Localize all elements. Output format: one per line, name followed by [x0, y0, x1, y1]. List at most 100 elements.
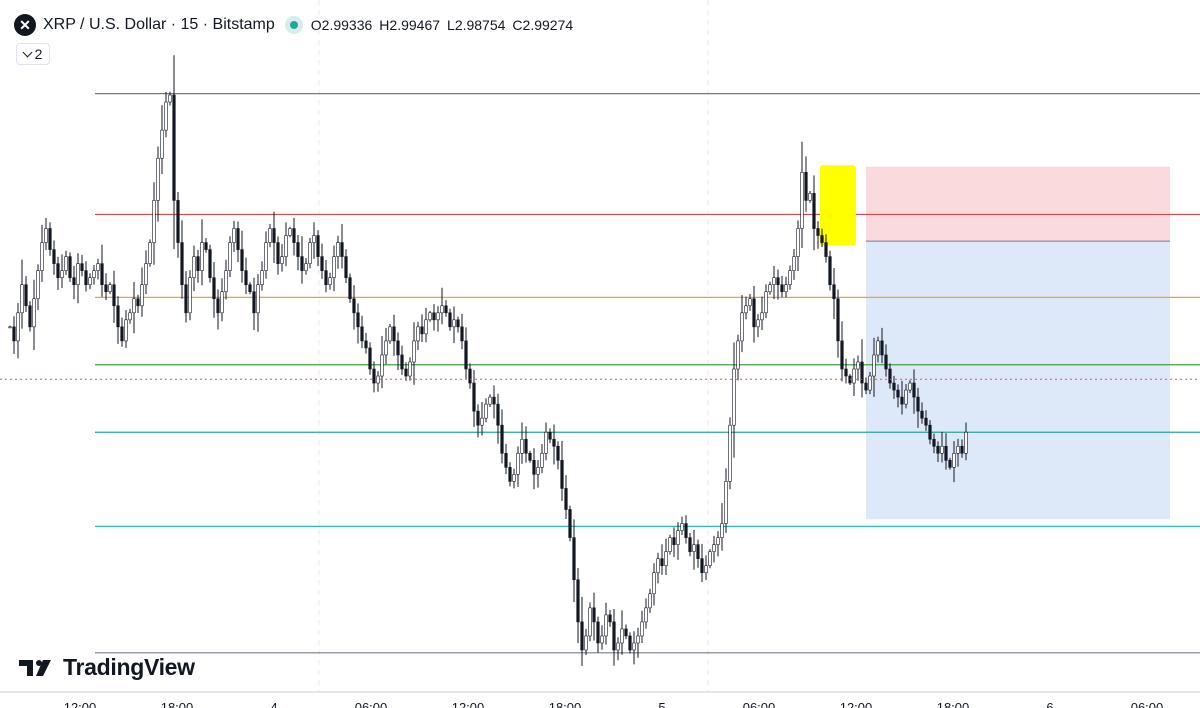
candle — [852, 358, 856, 397]
candle-body — [60, 270, 64, 278]
candle — [132, 282, 136, 334]
candle — [472, 370, 476, 427]
candle — [840, 321, 844, 382]
candle-body — [716, 537, 720, 545]
candle-body — [812, 193, 816, 229]
candle — [52, 240, 56, 275]
candle-body — [708, 551, 712, 567]
candle — [20, 259, 24, 329]
candle — [680, 516, 684, 536]
candle-body — [68, 256, 72, 278]
candle-body — [880, 340, 884, 356]
horizontal-levels — [95, 93, 1200, 654]
indicators-collapse-button[interactable]: 2 — [16, 43, 50, 65]
candle-body — [412, 340, 416, 363]
ohlc-high: H2.99467 — [379, 17, 441, 33]
candle-body — [72, 277, 76, 285]
candle — [564, 475, 568, 519]
candle — [956, 438, 960, 467]
candle — [176, 191, 180, 258]
candle-body — [248, 284, 252, 293]
candle-body — [32, 298, 36, 328]
candle-body — [340, 242, 344, 257]
candle — [644, 598, 648, 629]
candle — [108, 282, 112, 295]
candle — [624, 624, 628, 640]
candle — [740, 295, 744, 353]
candle — [432, 304, 436, 331]
candle-body — [184, 284, 188, 314]
candle — [180, 220, 184, 299]
candle — [696, 539, 700, 568]
candle — [672, 527, 676, 558]
candle — [660, 544, 664, 575]
candle-body — [64, 256, 68, 271]
candle — [788, 265, 792, 290]
candle-body — [96, 263, 100, 271]
candle-body — [376, 375, 380, 384]
candle — [736, 334, 740, 381]
candle-body — [852, 368, 856, 384]
candle-body — [528, 452, 532, 461]
candle-body — [920, 410, 924, 419]
candle-body — [464, 340, 468, 370]
candle — [396, 332, 400, 371]
ohlc-open: O2.99336 — [310, 17, 373, 33]
candle-body — [220, 291, 224, 314]
candle — [572, 519, 576, 603]
candle-body — [644, 607, 648, 623]
candle — [72, 265, 76, 300]
candle — [228, 236, 232, 277]
candle-body — [540, 452, 544, 468]
candle — [164, 92, 168, 138]
candle-body — [504, 452, 508, 468]
candle — [308, 237, 312, 269]
candle — [556, 441, 560, 470]
candle-body — [680, 523, 684, 531]
chevron-down-icon — [22, 47, 33, 57]
candle — [536, 459, 540, 488]
candle — [348, 273, 352, 303]
candle — [724, 468, 728, 533]
market-status-icon[interactable] — [284, 16, 303, 34]
candle — [728, 417, 732, 490]
candle-body — [592, 607, 596, 623]
candle — [80, 254, 84, 277]
candle-body — [924, 417, 928, 426]
candle — [256, 274, 260, 332]
candle — [336, 235, 340, 269]
candle — [368, 342, 372, 375]
candle — [488, 394, 492, 408]
candle-body — [732, 368, 736, 426]
x-tick-label: 12:00 — [840, 700, 873, 708]
x-tick-label: 06:00 — [743, 700, 776, 708]
candle-body — [300, 256, 304, 271]
candle-body — [756, 319, 760, 328]
candle-body — [408, 361, 412, 377]
symbol-legend[interactable]: ✕ XRP / U.S. Dollar · 15 · Bitstamp O2.9… — [14, 12, 580, 38]
candle-body — [12, 326, 16, 342]
candle — [8, 325, 12, 329]
candle-body — [8, 326, 12, 329]
candle — [776, 269, 780, 300]
candle-body — [140, 284, 144, 307]
candle-body — [828, 256, 832, 286]
candle-body — [16, 312, 20, 342]
candle-body — [472, 382, 476, 412]
tradingview-logo[interactable]: TradingView — [19, 654, 195, 681]
candle — [192, 245, 196, 292]
candle — [828, 250, 832, 291]
candles — [8, 55, 968, 666]
candle — [836, 289, 840, 358]
candle-body — [484, 403, 488, 419]
candle — [424, 308, 428, 343]
candle-body — [360, 326, 364, 342]
candle-body — [400, 354, 404, 370]
candle — [444, 300, 448, 317]
symbol-title[interactable]: XRP / U.S. Dollar · 15 · Bitstamp — [43, 16, 275, 33]
candle — [440, 287, 444, 325]
candle-body — [604, 614, 608, 637]
candle-body — [780, 284, 784, 293]
candle-body — [752, 298, 756, 328]
